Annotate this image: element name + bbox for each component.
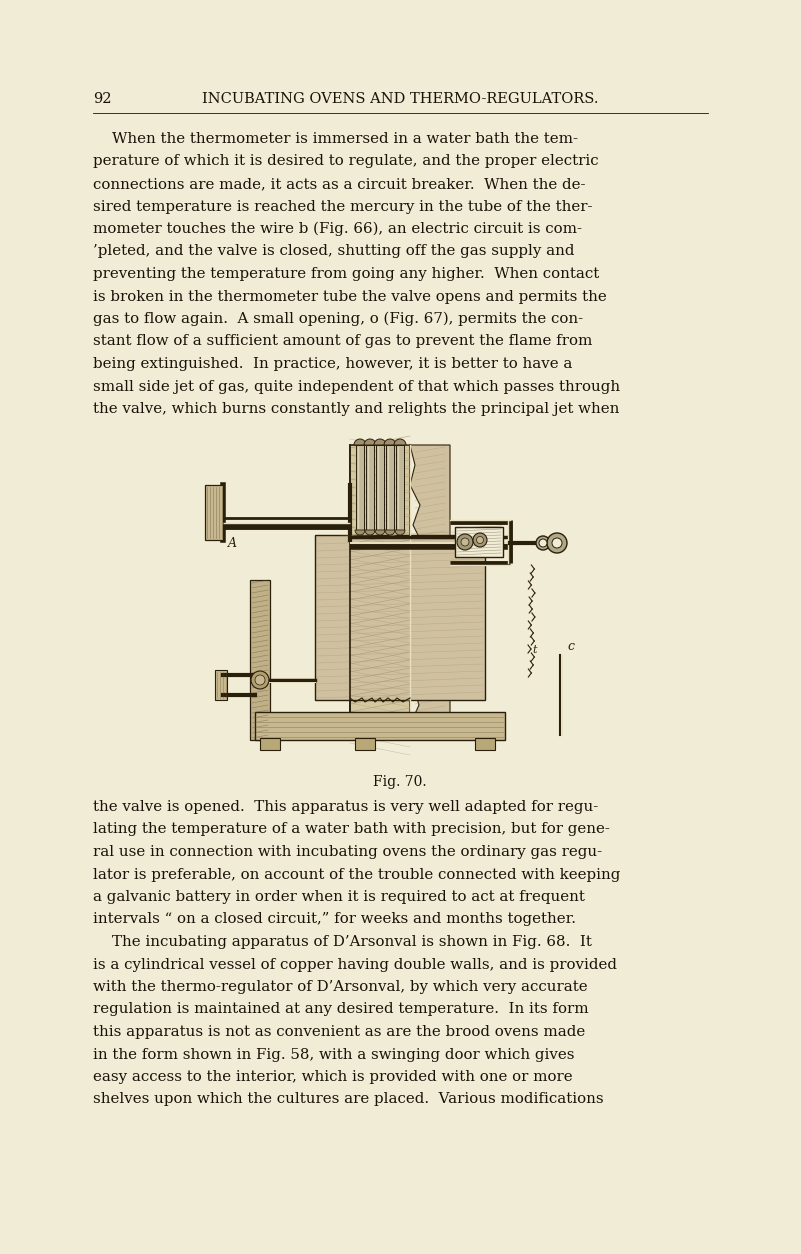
Text: gas to flow again.  A small opening, o (Fig. 67), permits the con-: gas to flow again. A small opening, o (F…: [93, 312, 583, 326]
Wedge shape: [364, 439, 376, 445]
Circle shape: [539, 539, 547, 547]
Wedge shape: [395, 530, 405, 535]
Circle shape: [251, 671, 269, 688]
Text: The incubating apparatus of D’Arsonval is shown in Fig. 68.  It: The incubating apparatus of D’Arsonval i…: [93, 935, 592, 949]
Polygon shape: [410, 445, 450, 725]
Text: stant flow of a sufficient amount of gas to prevent the flame from: stant flow of a sufficient amount of gas…: [93, 335, 593, 349]
Bar: [356, 445, 364, 530]
Bar: [475, 739, 495, 750]
Text: regulation is maintained at any desired temperature.  In its form: regulation is maintained at any desired …: [93, 1002, 589, 1017]
Text: perature of which it is desired to regulate, and the proper electric: perature of which it is desired to regul…: [93, 154, 598, 168]
Bar: [366, 445, 374, 530]
Text: sired temperature is reached the mercury in the tube of the ther-: sired temperature is reached the mercury…: [93, 199, 593, 213]
Text: Fig. 70.: Fig. 70.: [373, 775, 427, 789]
Text: lating the temperature of a water bath with precision, but for gene-: lating the temperature of a water bath w…: [93, 823, 610, 836]
Wedge shape: [355, 530, 365, 535]
Circle shape: [547, 533, 567, 553]
Text: A: A: [228, 537, 237, 551]
Text: being extinguished.  In practice, however, it is better to have a: being extinguished. In practice, however…: [93, 357, 573, 371]
Bar: [376, 445, 384, 530]
Bar: [315, 535, 485, 700]
Text: the valve, which burns constantly and relights the principal jet when: the valve, which burns constantly and re…: [93, 403, 619, 416]
Text: ral use in connection with incubating ovens the ordinary gas regu-: ral use in connection with incubating ov…: [93, 845, 602, 859]
Circle shape: [255, 675, 265, 685]
Bar: [396, 445, 404, 530]
Text: mometer touches the wire b (Fig. 66), an electric circuit is com-: mometer touches the wire b (Fig. 66), an…: [93, 222, 582, 237]
Wedge shape: [384, 439, 396, 445]
Text: small side jet of gas, quite independent of that which passes through: small side jet of gas, quite independent…: [93, 380, 620, 394]
Text: When the thermometer is immersed in a water bath the tem-: When the thermometer is immersed in a wa…: [93, 132, 578, 145]
Wedge shape: [375, 530, 385, 535]
Bar: [205, 485, 223, 540]
Text: INCUBATING OVENS AND THERMO-REGULATORS.: INCUBATING OVENS AND THERMO-REGULATORS.: [202, 92, 598, 107]
Wedge shape: [354, 439, 366, 445]
Circle shape: [536, 535, 550, 551]
Circle shape: [457, 534, 473, 551]
Text: the valve is opened.  This apparatus is very well adapted for regu-: the valve is opened. This apparatus is v…: [93, 800, 598, 814]
Bar: [215, 670, 227, 700]
Wedge shape: [374, 439, 386, 445]
Bar: [355, 739, 375, 750]
Text: this apparatus is not as convenient as are the brood ovens made: this apparatus is not as convenient as a…: [93, 1025, 586, 1040]
Bar: [260, 739, 280, 750]
Bar: [455, 527, 503, 557]
Text: ’pleted, and the valve is closed, shutting off the gas supply and: ’pleted, and the valve is closed, shutti…: [93, 245, 574, 258]
Circle shape: [552, 538, 562, 548]
Text: a galvanic battery in order when it is required to act at frequent: a galvanic battery in order when it is r…: [93, 890, 585, 904]
Text: with the thermo-regulator of D’Arsonval, by which very accurate: with the thermo-regulator of D’Arsonval,…: [93, 979, 588, 994]
Bar: [350, 445, 410, 725]
Wedge shape: [365, 530, 375, 535]
Bar: [250, 581, 270, 740]
Text: in the form shown in Fig. 58, with a swinging door which gives: in the form shown in Fig. 58, with a swi…: [93, 1047, 574, 1061]
Circle shape: [477, 537, 484, 543]
Text: c: c: [567, 640, 574, 653]
Text: lator is preferable, on account of the trouble connected with keeping: lator is preferable, on account of the t…: [93, 868, 621, 882]
Text: connections are made, it acts as a circuit breaker.  When the de-: connections are made, it acts as a circu…: [93, 177, 586, 191]
Text: t: t: [532, 645, 537, 655]
Wedge shape: [394, 439, 406, 445]
Bar: [255, 712, 505, 740]
Circle shape: [473, 533, 487, 547]
Text: is a cylindrical vessel of copper having double walls, and is provided: is a cylindrical vessel of copper having…: [93, 958, 617, 972]
Wedge shape: [385, 530, 395, 535]
Text: easy access to the interior, which is provided with one or more: easy access to the interior, which is pr…: [93, 1070, 573, 1083]
Text: is broken in the thermometer tube the valve opens and permits the: is broken in the thermometer tube the va…: [93, 290, 606, 303]
Text: 92: 92: [93, 92, 111, 107]
Text: shelves upon which the cultures are placed.  Various modifications: shelves upon which the cultures are plac…: [93, 1092, 604, 1106]
Circle shape: [461, 538, 469, 545]
Text: preventing the temperature from going any higher.  When contact: preventing the temperature from going an…: [93, 267, 599, 281]
Bar: [386, 445, 394, 530]
Text: intervals “ on a closed circuit,” for weeks and months together.: intervals “ on a closed circuit,” for we…: [93, 913, 576, 927]
